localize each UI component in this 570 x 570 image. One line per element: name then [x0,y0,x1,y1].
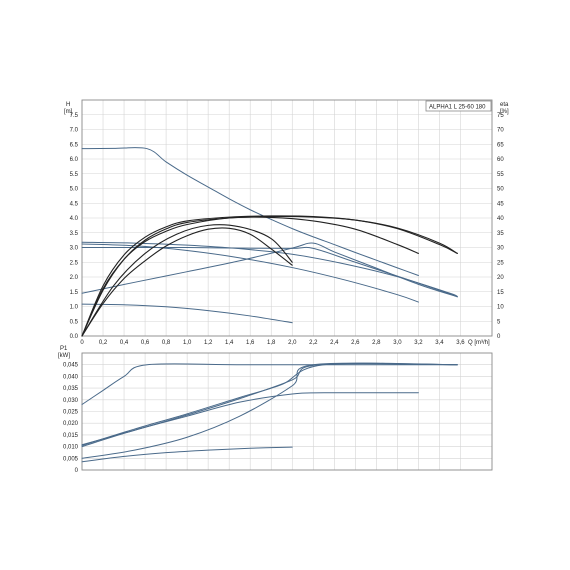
x-tick-label: 3,4 [435,340,444,346]
x-tick-label: 1,4 [225,340,234,346]
p1-tick-label: 0,005 [63,456,79,462]
lower-y-axis-title-line1: P1 [60,346,68,352]
x-tick-label: 0,2 [99,340,108,346]
x-tick-label: 2,6 [351,340,360,346]
x-tick-label: 0,6 [141,340,150,346]
p1-tick-label: 0,045 [63,363,79,369]
x-tick-label: 1,8 [267,340,276,346]
eta-tick-label: 25 [497,260,504,266]
efficiency-curve [81,227,293,337]
eta-tick-label: 30 [497,246,504,252]
eta-tick-label: 15 [497,290,504,296]
lower-curves [81,362,458,463]
y-tick-label: 7.5 [70,113,79,119]
y-tick-label: 6.0 [70,157,79,163]
lower-plot-frame [81,352,493,471]
y-tick-label: 2.0 [70,275,79,281]
upper-x-tick-labels: 0 0,2 0,4 0,6 0,8 1,0 1,2 1,4 1,6 1,8 2,0 2,2 2,4 2,6… [80,340,465,346]
head-curve [81,147,419,277]
eta-tick-label: 65 [497,142,504,148]
eta-tick-label: 70 [497,128,504,134]
x-axis-title: Q [m³/h] [468,340,490,346]
x-tick-label: 0,8 [162,340,171,346]
eta-tick-label: 0 [497,334,501,340]
right-axis-title-line1: eta [500,102,509,108]
x-tick-label: 0,4 [120,340,129,346]
lower-y-tick-labels: 0 0,005 0,010 0,015 0,020 0,025 0,030 0,035 0,04… [63,363,79,474]
y-tick-label: 6.5 [70,142,79,148]
p1-tick-label: 0,040 [63,374,79,380]
power-curve [81,363,458,446]
eta-tick-label: 40 [497,216,504,222]
head-curve [81,241,458,298]
y-tick-label: 4.0 [70,216,79,222]
power-curve [81,362,458,459]
x-tick-label: 2,8 [372,340,381,346]
p1-tick-label: 0 [75,468,79,474]
power-curve [81,363,458,405]
p1-tick-label: 0,035 [63,386,79,392]
eta-tick-label: 10 [497,305,504,311]
x-tick-label: 2,2 [309,340,318,346]
efficiency-curve [81,215,458,337]
y-axis-title-line1: H [66,102,70,108]
right-axis-title-line2: [%] [500,109,509,115]
efficiency-curve [81,215,458,337]
power-curve [81,362,458,446]
y-tick-label: 1.0 [70,305,79,311]
p1-tick-label: 0,020 [63,421,79,427]
eta-tick-label: 5 [497,319,501,325]
eta-tick-label: 55 [497,172,504,178]
upper-left-tick-labels: 0.0 0.5 1.0 1.5 2.0 2.5 3.0 3.5 4.0 4.5 5.0 5.5 6.0 6… [70,113,79,340]
eta-tick-label: 20 [497,275,504,281]
y-axis-title-line2: [m] [64,109,73,115]
eta-tick-label: 50 [497,187,504,193]
model-tag: ALPHA1 L 25-60 180 [429,105,486,111]
x-tick-label: 1,0 [183,340,192,346]
x-tick-label: 3,6 [456,340,465,346]
eta-tick-label: 45 [497,201,504,207]
x-tick-label: 3,2 [414,340,423,346]
efficiency-curve [81,224,293,337]
x-tick-label: 0 [80,340,84,346]
lower-y-axis-title-line2: [kW] [58,353,70,359]
lower-grid [81,353,492,471]
head-curve [81,303,293,324]
y-tick-label: 2.5 [70,260,79,266]
p1-tick-label: 0,010 [63,445,79,451]
p1-tick-label: 0,030 [63,398,79,404]
x-tick-label: 3,0 [393,340,402,346]
head-curve [81,242,458,298]
y-tick-label: 4.5 [70,201,79,207]
x-tick-label: 1,6 [246,340,255,346]
power-curve [81,392,419,448]
x-tick-label: 1,2 [204,340,213,346]
y-tick-label: 0.0 [70,334,79,340]
eta-tick-label: 35 [497,231,504,237]
p1-tick-label: 0,025 [63,410,79,416]
upper-curves [81,147,458,337]
head-curve [81,246,458,298]
eta-tick-label: 60 [497,157,504,163]
p1-tick-label: 0,015 [63,433,79,439]
y-tick-label: 7.0 [70,128,79,134]
y-tick-label: 3.5 [70,231,79,237]
y-tick-label: 5.5 [70,172,79,178]
upper-right-tick-labels: 0 5 10 15 20 25 30 35 40 45 50 55 60 65 70 75 [497,113,504,340]
model-tag-box [425,100,492,112]
x-tick-label: 2,0 [288,340,297,346]
y-tick-label: 1.5 [70,290,79,296]
y-tick-label: 3.0 [70,246,79,252]
power-curve [81,446,293,463]
x-tick-label: 2,4 [330,340,339,346]
upper-plot-frame [81,99,493,337]
eta-tick-label: 75 [497,113,504,119]
y-tick-label: 0.5 [70,319,79,325]
y-tick-label: 5.0 [70,187,79,193]
